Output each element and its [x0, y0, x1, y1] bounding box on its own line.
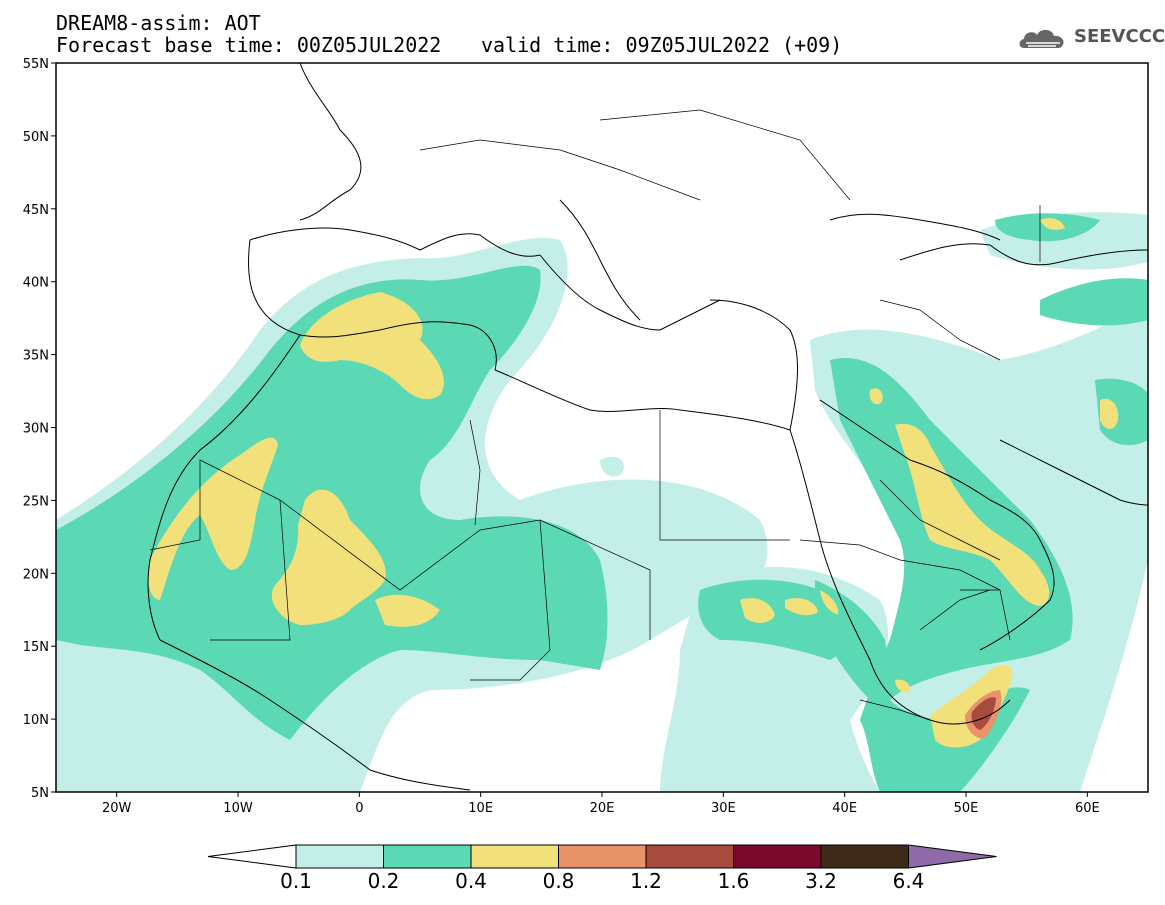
logo-text: SEEVCCC: [1074, 26, 1165, 47]
lon-tick-label: 0: [355, 801, 363, 816]
lat-tick-label: 45N: [23, 203, 49, 218]
lon-tick-label: 30E: [711, 801, 736, 816]
colorbar-bin: [733, 844, 822, 869]
latitude-ticks: 55N 50N 45N 40N 35N 30N 25N 20N 15N 10N 5N: [23, 57, 56, 801]
colorbar-label: 1.2: [630, 869, 662, 893]
colorbar-label: 0.8: [543, 869, 575, 893]
colorbar-low-extend: [207, 844, 297, 869]
lat-tick-label: 20N: [23, 567, 49, 582]
lon-tick-label: 50E: [954, 801, 979, 816]
lat-tick-label: 10N: [23, 713, 49, 728]
lat-tick-label: 40N: [23, 276, 49, 291]
colorbar-bin: [820, 844, 909, 869]
lat-tick-label: 5N: [31, 786, 49, 801]
base-time-text: Forecast base time: 00Z05JUL2022: [56, 33, 442, 57]
lat-tick-label: 15N: [23, 640, 49, 655]
lat-tick-label: 35N: [23, 349, 49, 364]
forecast-base-time: Forecast base time: 00Z05JUL2022 valid ti…: [56, 33, 842, 57]
colorbar-high-extend: [908, 844, 997, 869]
colorbar-bin: [470, 844, 559, 869]
colorbar-bin: [558, 844, 647, 869]
lat-tick-label: 50N: [23, 130, 49, 145]
colorbar-label: 0.4: [455, 869, 487, 893]
colorbar-bin: [645, 844, 734, 869]
lon-tick-label: 20E: [590, 801, 615, 816]
colorbar-label: 0.2: [368, 869, 400, 893]
colorbar-bin: [383, 844, 472, 869]
colorbar-label: 0.1: [280, 869, 312, 893]
cloud-icon: [1019, 29, 1064, 48]
aot-band-1.2: [971, 697, 996, 730]
country-borders: [149, 109, 1041, 721]
lon-tick-label: 20W: [102, 801, 132, 816]
colorbar-label: 3.2: [805, 869, 837, 893]
aot-field: [56, 212, 1148, 792]
coastlines: [147, 63, 1148, 791]
colorbar: 0.1 0.2 0.4 0.8 1.2 1.6 3.2 6.4: [207, 844, 997, 893]
colorbar-label: 6.4: [893, 869, 925, 893]
lat-tick-label: 30N: [23, 422, 49, 437]
lon-tick-label: 40E: [832, 801, 857, 816]
lat-tick-label: 55N: [23, 57, 49, 72]
lon-tick-label: 10E: [468, 801, 493, 816]
lat-tick-label: 25N: [23, 494, 49, 509]
lon-tick-label: 60E: [1075, 801, 1100, 816]
lon-tick-label: 10W: [223, 801, 253, 816]
longitude-ticks: 20W 10W 0 10E 20E 30E 40E 50E 60E: [102, 792, 1100, 816]
colorbar-bin: [295, 844, 384, 869]
colorbar-label: 1.6: [718, 869, 750, 893]
seevccc-logo: SEEVCCC: [1016, 24, 1165, 54]
valid-time-text: valid time: 09Z05JUL2022 (+09): [481, 33, 843, 57]
map-title: DREAM8-assim: AOT: [56, 11, 261, 35]
